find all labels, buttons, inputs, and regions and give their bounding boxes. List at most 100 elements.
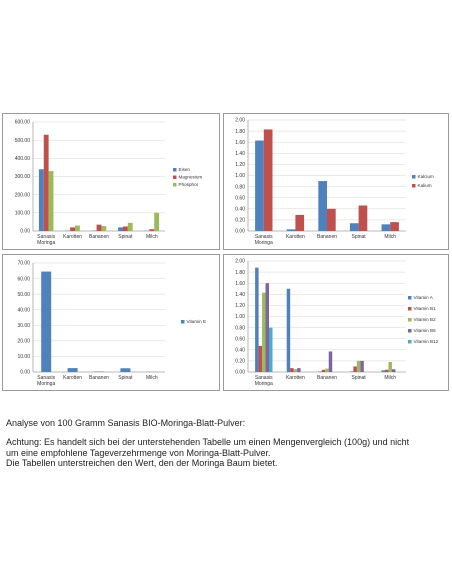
x-category-label: Spinat (352, 234, 367, 240)
y-tick-label: 1.60 (235, 281, 245, 287)
y-tick-label: 300.00 (15, 174, 31, 180)
y-tick-label: 40.00 (17, 307, 30, 313)
legend-swatch (408, 307, 412, 311)
bar (384, 369, 389, 372)
chart-panel-minerals: 0.00 100.00 200.00 300.00 400.00 500.00 600.00… (2, 113, 220, 250)
y-tick-label: 0.00 (235, 370, 245, 376)
x-category-label: Bananen (317, 375, 337, 381)
bar (101, 226, 107, 231)
bar (262, 292, 266, 372)
legend-swatch (408, 318, 412, 322)
chart-panel-vitamins: 0.00 0.20 0.40 0.60 0.80 1.00 1.20 1.40 1.60 1.80… (223, 254, 449, 391)
bar (381, 224, 391, 231)
bar (154, 212, 160, 231)
x-category-label: Moringa (37, 381, 55, 387)
bar (263, 129, 273, 231)
chart-panel-calcium-potassium: 0.00 0.20 0.40 0.60 0.80 1.00 1.20 1.40 1.60 1.80… (223, 113, 449, 250)
legend-swatch (412, 175, 416, 179)
bar (48, 171, 54, 231)
x-category-label: Spinat (118, 234, 133, 240)
bar (286, 288, 291, 372)
legend-label: Magnesium (179, 175, 203, 180)
y-tick-label: 1.20 (235, 162, 245, 168)
bar (349, 223, 359, 231)
x-category-label: Karotten (286, 375, 305, 381)
chart-panel-vitamin-e: 0.00 10.00 20.00 30.00 40.00 50.00 60.00 70.00 S… (2, 254, 220, 391)
bar (255, 267, 259, 372)
x-category-label: Spinat (352, 375, 367, 381)
y-tick-label: 0.60 (235, 336, 245, 342)
bar (43, 134, 49, 231)
x-category-label: Moringa (255, 381, 273, 387)
bar (265, 283, 270, 372)
bar (255, 140, 264, 231)
y-tick-label: 50.00 (17, 292, 30, 298)
bar (321, 369, 326, 372)
y-tick-label: 1.00 (235, 314, 245, 320)
legend-swatch (408, 296, 412, 300)
y-tick-label: 0.80 (235, 325, 245, 331)
bar (293, 369, 298, 372)
bar (353, 366, 357, 372)
y-tick-label: 100.00 (15, 211, 31, 217)
legend-label: Vitamin B1 (414, 306, 437, 311)
caption-line-1: Achtung: Es handelt sich bei der unterst… (6, 437, 410, 447)
x-category-label: Sanasis (37, 375, 55, 381)
bar (318, 181, 327, 231)
y-tick-label: 400.00 (15, 156, 31, 162)
x-category-label: Milch (384, 375, 396, 381)
bar (388, 362, 392, 372)
x-category-label: Karotten (63, 234, 82, 240)
bar (358, 205, 368, 231)
chart-vitamin-e: 0.00 10.00 20.00 30.00 40.00 50.00 60.00 70.00 S… (17, 261, 206, 387)
y-tick-label: 0.40 (235, 207, 245, 213)
bar (360, 360, 364, 372)
legend-label: Eisen (179, 167, 191, 172)
y-tick-label: 1.20 (235, 303, 245, 309)
y-tick-label: 0.00 (20, 229, 30, 235)
bar (295, 214, 305, 231)
bar (38, 169, 44, 231)
y-tick-label: 0.00 (235, 229, 245, 235)
y-tick-label: 1.00 (235, 173, 245, 179)
chart-vitamins: 0.00 0.20 0.40 0.60 0.80 1.00 1.20 1.40 1.60 1.80… (235, 259, 438, 387)
bar (41, 271, 52, 372)
legend-label: Vitamin A (414, 295, 434, 300)
bar (118, 227, 123, 231)
legend-swatch (173, 175, 177, 179)
legend-label: Vitamin B2 (414, 317, 437, 322)
legend-label: Kalcium (418, 174, 435, 179)
legend-swatch (173, 183, 177, 187)
bar (325, 368, 329, 372)
x-category-label: Sanasis (37, 234, 55, 240)
y-tick-label: 10.00 (17, 354, 30, 360)
legend-swatch (408, 340, 412, 344)
bar (327, 208, 336, 231)
chart-calcium-potassium: 0.00 0.20 0.40 0.60 0.80 1.00 1.20 1.40 1.60 1.80… (235, 118, 435, 246)
y-tick-label: 1.80 (235, 270, 245, 276)
y-tick-label: 70.00 (17, 261, 30, 267)
y-tick-label: 1.60 (235, 140, 245, 146)
x-category-label: Bananen (317, 234, 337, 240)
bar (269, 327, 273, 372)
y-tick-label: 30.00 (17, 323, 30, 329)
bar (149, 229, 155, 231)
y-tick-label: 0.20 (235, 218, 245, 224)
y-tick-label: 200.00 (15, 192, 31, 198)
y-tick-label: 0.40 (235, 348, 245, 354)
x-category-label: Milch (384, 234, 396, 240)
caption-heading: Analyse von 100 Gramm Sanasis BIO-Moring… (6, 418, 246, 428)
caption-line-3: Die Tabellen unterstreichen den Wert, de… (6, 458, 278, 468)
bar (67, 368, 78, 372)
bar (297, 368, 301, 372)
y-tick-label: 0.00 (20, 370, 30, 376)
y-tick-label: 1.40 (235, 292, 245, 298)
y-tick-label: 500.00 (15, 138, 31, 144)
legend-swatch (173, 168, 177, 172)
legend-swatch (412, 184, 416, 188)
x-category-label: Moringa (255, 240, 273, 246)
bar (258, 345, 263, 372)
bar (122, 226, 128, 231)
bar (96, 224, 102, 231)
x-category-label: Milch (146, 234, 158, 240)
